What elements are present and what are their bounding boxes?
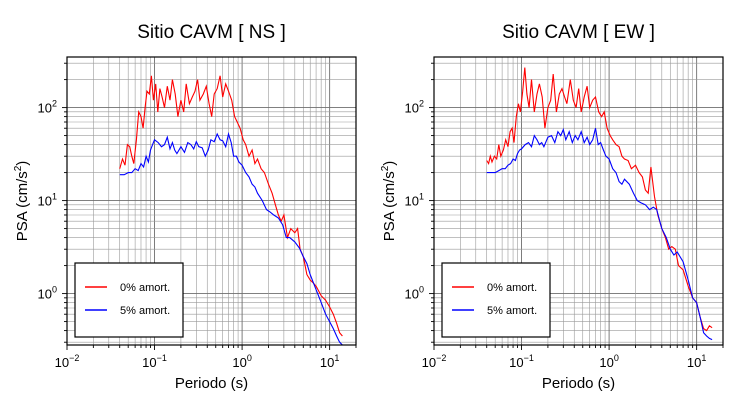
y-axis-label-superscript: 2 — [13, 165, 24, 171]
y-tick-exponent: 0 — [52, 285, 57, 295]
legend-label: 5% amort. — [487, 305, 537, 317]
y-tick-exponent: 0 — [419, 285, 424, 295]
x-tick-base: 10 — [320, 355, 334, 370]
x-tick-exponent: −1 — [157, 353, 167, 363]
chart-title: Sitio CAVM [ EW ] — [502, 22, 655, 43]
x-tick-label: 10−2 — [422, 353, 447, 370]
y-tick-label: 100 — [405, 285, 424, 302]
y-tick-base: 10 — [38, 287, 52, 302]
x-axis-label: Periodo (s) — [175, 375, 248, 392]
chart-title: Sitio CAVM [ NS ] — [137, 22, 286, 43]
gridlines — [67, 57, 356, 345]
x-tick-base: 10 — [232, 355, 246, 370]
y-tick-base: 10 — [405, 101, 419, 116]
y-tick-label: 102 — [38, 99, 57, 116]
x-tick-label: 10−2 — [55, 353, 80, 370]
y-axis-label: PSA (cm/s2) — [380, 161, 398, 242]
y-axis-label-superscript: 2 — [380, 165, 391, 171]
x-tick-label: 10−1 — [142, 353, 167, 370]
y-tick-base: 10 — [38, 101, 52, 116]
series-line-damped — [119, 131, 343, 345]
legend-label: 0% amort. — [120, 282, 170, 294]
legend: 0% amort. 5% amort. — [441, 262, 551, 338]
x-tick-label: 100 — [232, 353, 251, 370]
x-tick-exponent: 1 — [701, 353, 706, 363]
y-axis-label-close: ) — [14, 161, 31, 166]
y-axis-label: PSA (cm/s2) — [13, 161, 31, 242]
x-tick-base: 10 — [687, 355, 701, 370]
series-line-damped — [486, 127, 713, 341]
x-tick-base: 10 — [422, 355, 436, 370]
y-tick-base: 10 — [405, 194, 419, 209]
y-tick-exponent: 2 — [419, 99, 424, 109]
y-axis-label-close: ) — [381, 161, 398, 166]
y-tick-label: 102 — [405, 99, 424, 116]
y-tick-label: 100 — [38, 285, 57, 302]
y-axis-label-base: PSA (cm/s — [14, 171, 31, 241]
y-tick-base: 10 — [38, 194, 52, 209]
x-tick-label: 101 — [320, 353, 339, 370]
x-tick-exponent: −2 — [69, 353, 79, 363]
legend: 0% amort. 5% amort. — [74, 262, 184, 338]
x-tick-base: 10 — [142, 355, 156, 370]
x-tick-exponent: 1 — [334, 353, 339, 363]
y-axis-label-base: PSA (cm/s — [381, 171, 398, 241]
legend-box — [441, 262, 551, 338]
x-tick-base: 10 — [509, 355, 523, 370]
x-tick-label: 101 — [687, 353, 706, 370]
series-line-undamped — [486, 67, 713, 332]
x-tick-exponent: 0 — [247, 353, 252, 363]
legend-label: 5% amort. — [120, 305, 170, 317]
y-tick-label: 101 — [38, 192, 57, 209]
legend-label: 0% amort. — [487, 282, 537, 294]
x-tick-label: 10−1 — [509, 353, 534, 370]
series-line-undamped — [119, 75, 343, 337]
y-tick-exponent: 2 — [52, 99, 57, 109]
x-axis-label: Periodo (s) — [542, 375, 615, 392]
x-tick-label: 100 — [599, 353, 618, 370]
x-tick-base: 10 — [599, 355, 613, 370]
y-tick-label: 101 — [405, 192, 424, 209]
x-tick-exponent: 0 — [614, 353, 619, 363]
y-tick-exponent: 1 — [52, 192, 57, 202]
legend-box — [74, 262, 184, 338]
x-tick-base: 10 — [55, 355, 69, 370]
x-tick-exponent: −2 — [436, 353, 446, 363]
y-tick-exponent: 1 — [419, 192, 424, 202]
x-tick-exponent: −1 — [524, 353, 534, 363]
y-tick-base: 10 — [405, 287, 419, 302]
